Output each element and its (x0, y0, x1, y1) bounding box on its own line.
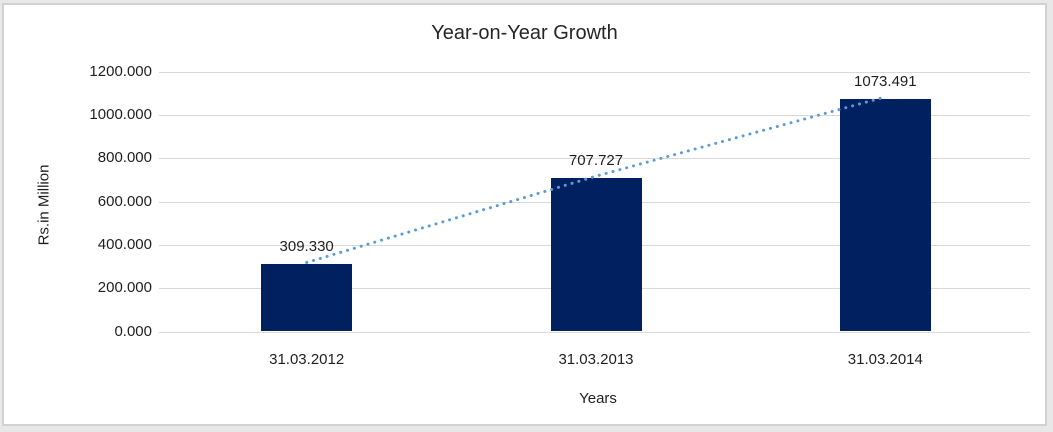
y-tick-label: 400.000 (97, 235, 152, 253)
bar-data-label: 707.727 (568, 152, 624, 170)
gridline (159, 331, 1030, 333)
bar (261, 264, 353, 332)
gridline (159, 71, 1030, 73)
x-tick-label: 31.03.2014 (847, 350, 923, 368)
y-tick-label: 200.000 (97, 279, 152, 297)
y-tick-label: 600.000 (97, 192, 152, 210)
bar-data-label: 1073.491 (854, 72, 917, 90)
chart-title: Year-on-Year Growth (431, 22, 618, 44)
bar-data-label: 309.330 (279, 238, 334, 256)
bar (839, 98, 931, 332)
y-tick-label: 1000.000 (89, 105, 152, 123)
y-tick-label: 1200.000 (89, 62, 152, 80)
bar (550, 178, 642, 332)
y-tick-label: 0.000 (114, 322, 152, 340)
y-tick-label: 800.000 (97, 149, 152, 167)
x-axis-title: Years (579, 390, 617, 407)
x-tick-label: 31.03.2012 (269, 350, 345, 368)
chart-frame: Year-on-Year Growth Rs.in Million Years … (2, 3, 1047, 426)
x-tick-label: 31.03.2013 (558, 350, 634, 368)
